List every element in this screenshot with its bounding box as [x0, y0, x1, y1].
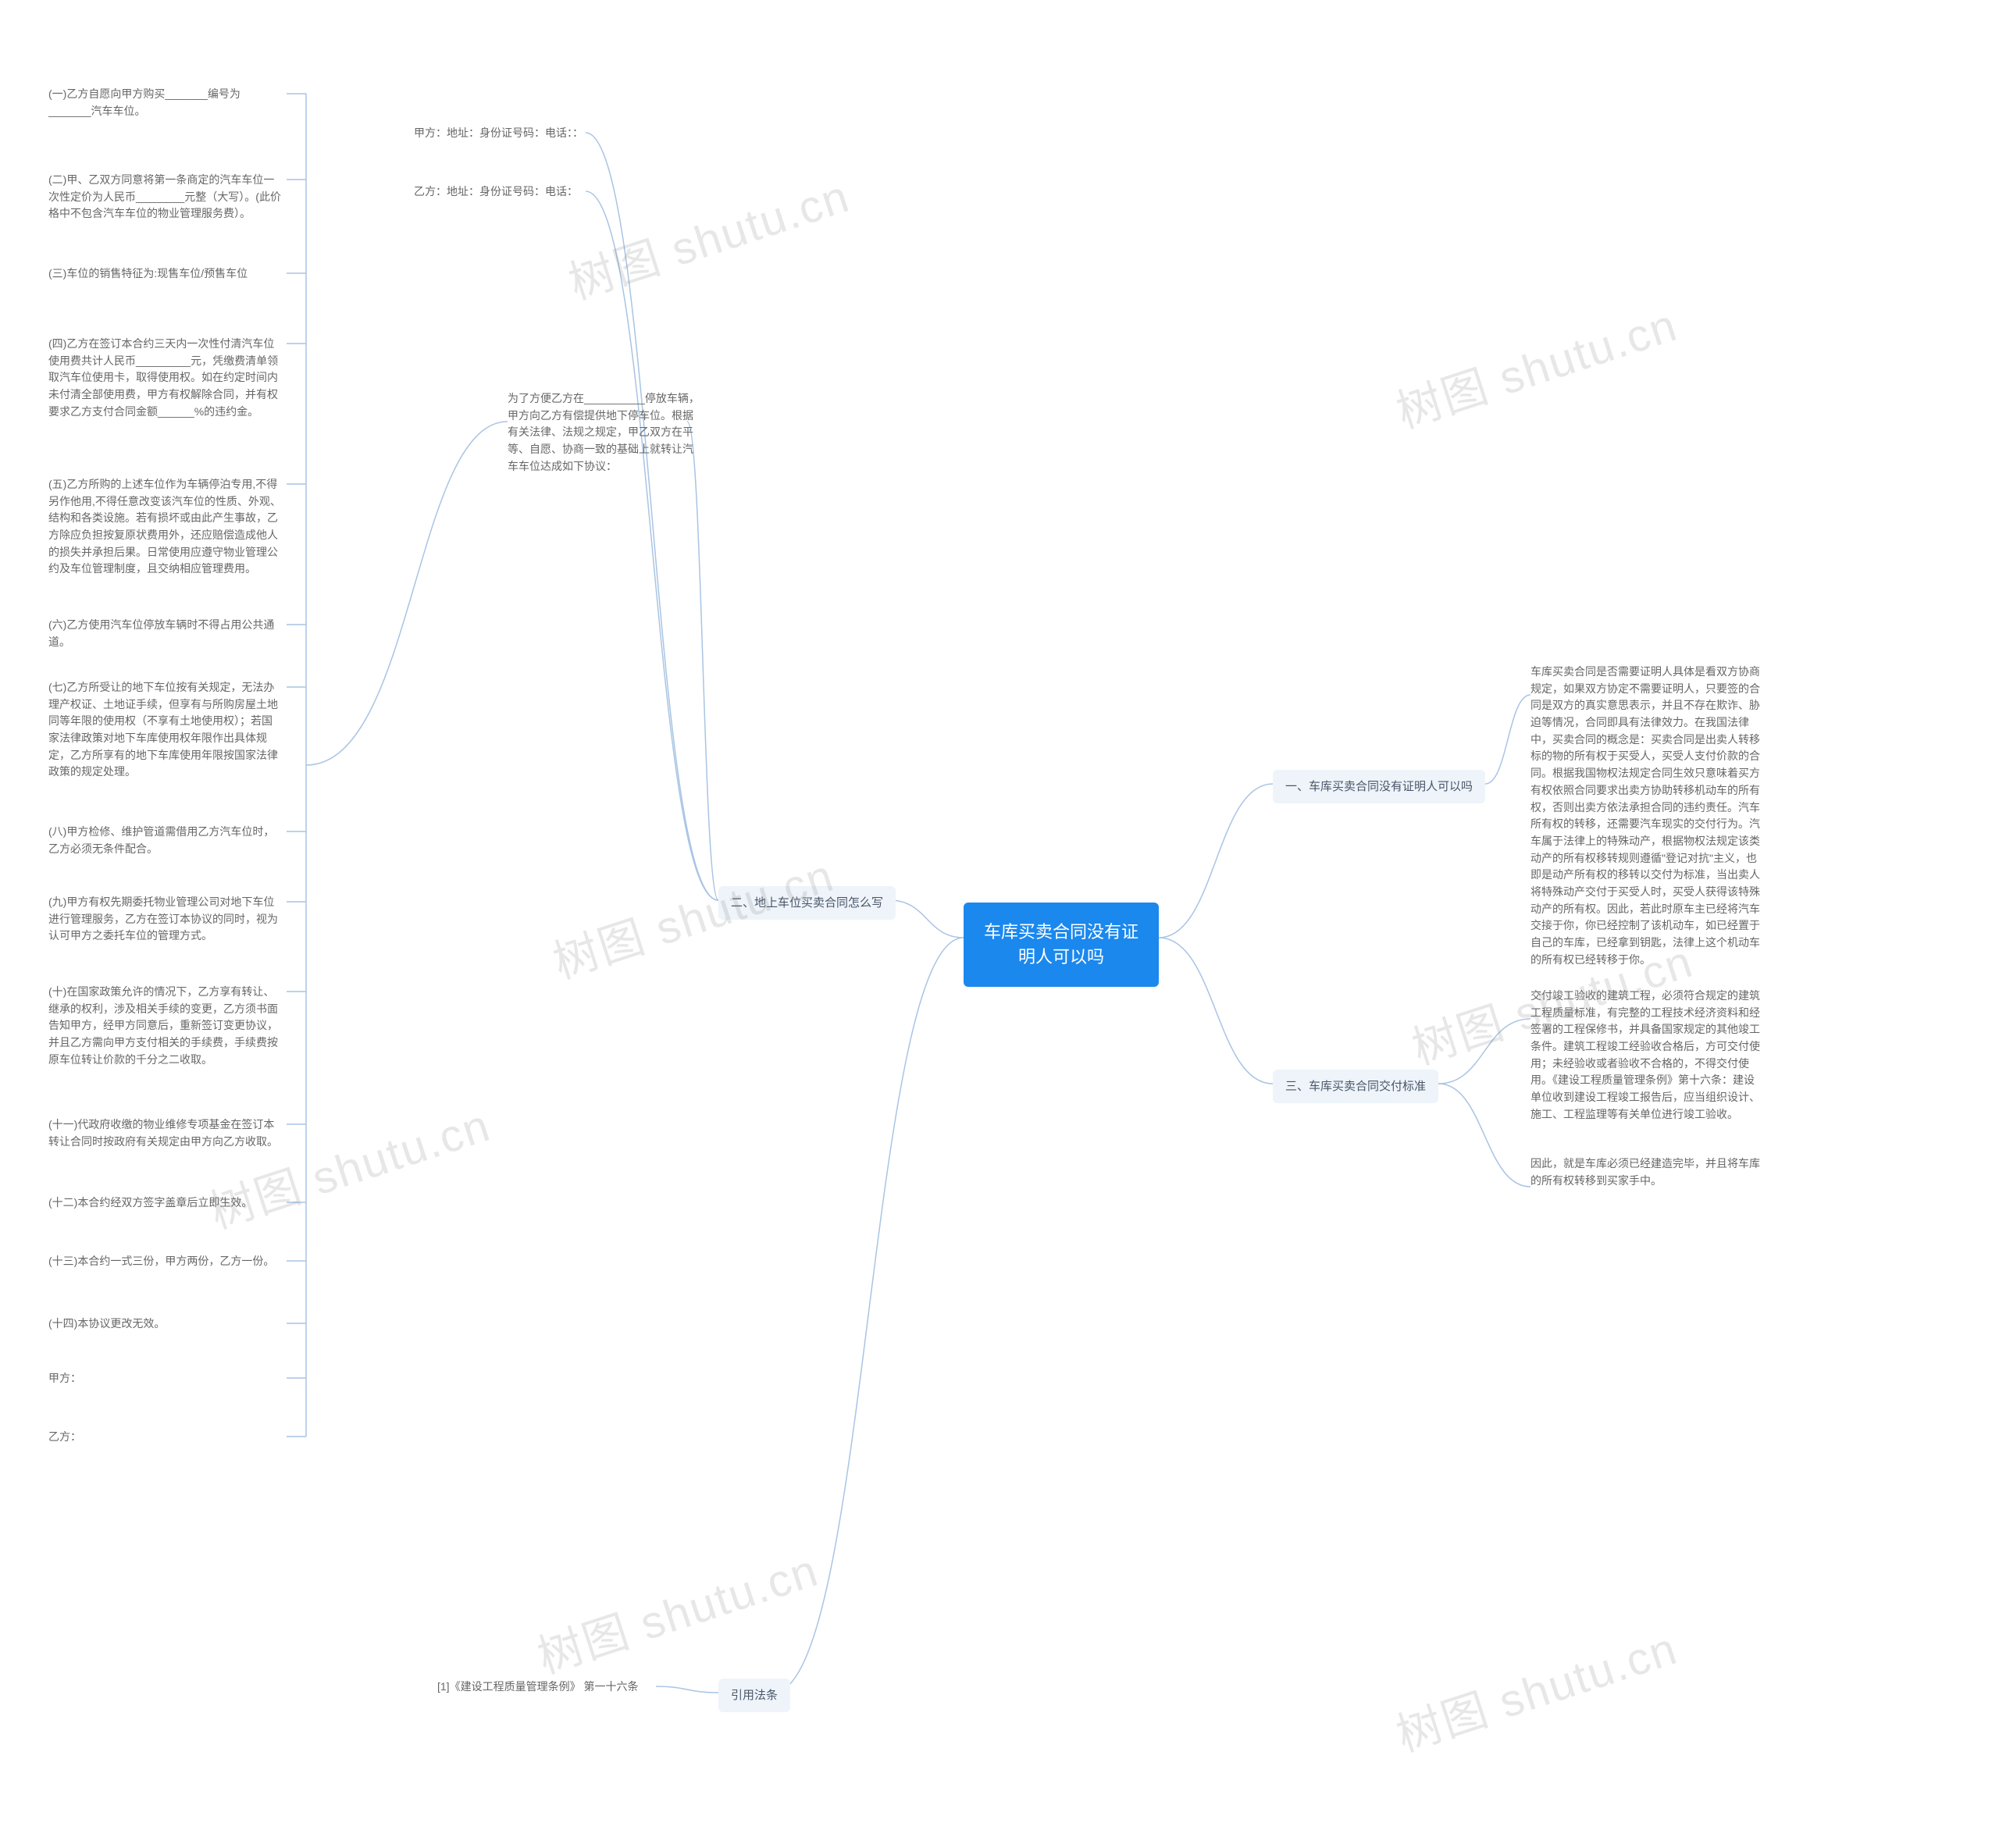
leaf-text: 因此，就是车库必须已经建造完毕，并且将车库的所有权转移到买家手中。 — [1530, 1155, 1765, 1189]
watermark: 树图 shutu.cn — [528, 1533, 825, 1686]
leaf-text: 乙方：地址：身份证号码：电话： — [414, 183, 578, 201]
leaf-text: (三)车位的销售特征为:现售车位/预售车位 — [48, 265, 248, 283]
branch-node: 三、车库买卖合同交付标准 — [1273, 1070, 1438, 1103]
branch-node: 一、车库买卖合同没有证明人可以吗 — [1273, 770, 1485, 803]
leaf-text: (九)甲方有权先期委托物业管理公司对地下车位进行管理服务，乙方在签订本协议的同时… — [48, 894, 283, 945]
watermark: 树图 shutu.cn — [1387, 288, 1684, 440]
leaf-text: (七)乙方所受让的地下车位按有关规定，无法办理产权证、土地证手续，但享有与所购房… — [48, 679, 283, 781]
leaf-text: (八)甲方检修、维护管道需借用乙方汽车位时，乙方必须无条件配合。 — [48, 824, 283, 857]
leaf-text: 甲方： — [48, 1370, 81, 1387]
branch-node: 引用法条 — [718, 1679, 790, 1712]
leaf-text: (二)甲、乙双方同意将第一条商定的汽车车位一次性定价为人民币________元整… — [48, 172, 283, 223]
leaf-text: (十二)本合约经双方签字盖章后立即生效。 — [48, 1195, 252, 1212]
leaf-text: (十)在国家政策允许的情况下，乙方享有转让、继承的权利，涉及相关手续的变更，乙方… — [48, 984, 283, 1068]
leaf-text: 车库买卖合同是否需要证明人具体是看双方协商规定，如果双方协定不需要证明人，只要签… — [1530, 664, 1765, 968]
leaf-text: 交付竣工验收的建筑工程，必须符合规定的建筑工程质量标准，有完整的工程技术经济资料… — [1530, 988, 1765, 1123]
leaf-text: (十一)代政府收缴的物业维修专项基金在签订本转让合同时按政府有关规定由甲方向乙方… — [48, 1116, 283, 1150]
root-node: 车库买卖合同没有证明人可以吗 — [964, 903, 1159, 987]
leaf-text: (四)乙方在签订本合约三天内一次性付清汽车位使用费共计人民币_________元… — [48, 336, 283, 420]
branch-node: 二、地上车位买卖合同怎么写 — [718, 886, 896, 920]
leaf-text: (十三)本合约一式三份，甲方两份，乙方一份。 — [48, 1253, 274, 1270]
leaf-text: (十四)本协议更改无效。 — [48, 1316, 165, 1333]
watermark: 树图 shutu.cn — [559, 159, 857, 312]
leaf-text: (一)乙方自愿向甲方购买_______编号为_______汽车车位。 — [48, 86, 283, 119]
leaf-text: [1]《建设工程质量管理条例》 第一十六条 — [437, 1679, 638, 1696]
leaf-text: 为了方便乙方在__________停放车辆，甲方向乙方有偿提供地下停车位。根据有… — [508, 390, 703, 475]
watermark: 树图 shutu.cn — [1387, 1611, 1684, 1764]
leaf-text: (六)乙方使用汽车位停放车辆时不得占用公共通道。 — [48, 617, 283, 650]
leaf-text: 乙方： — [48, 1429, 81, 1446]
leaf-text: (五)乙方所购的上述车位作为车辆停泊专用,不得另作他用,不得任意改变该汽车位的性… — [48, 476, 283, 578]
leaf-text: 甲方：地址：身份证号码：电话：： — [414, 125, 583, 142]
watermark: 树图 shutu.cn — [200, 1088, 497, 1241]
root-label: 车库买卖合同没有证明人可以吗 — [984, 922, 1138, 967]
